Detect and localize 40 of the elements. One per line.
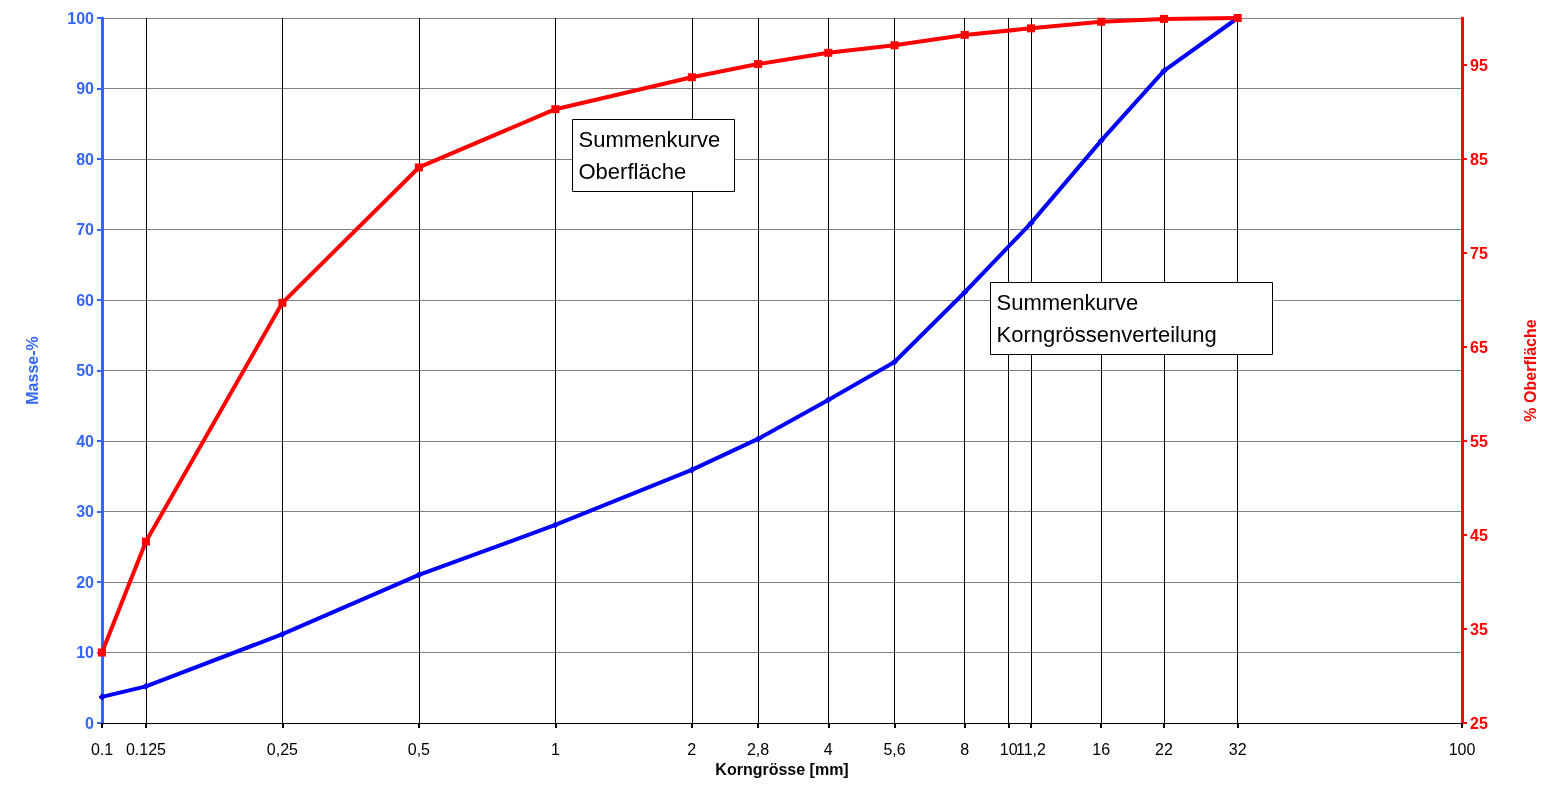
y2-tick-label: 65 [1470,338,1488,356]
y-tick-label: 80 [76,150,95,168]
annotation: Summenkurve Oberfläche [578,127,721,184]
x-tick-label: 1 [550,740,560,758]
y2-tick-label: 35 [1470,620,1488,638]
y2-tick-label: 75 [1470,244,1488,262]
x-tick-label: 11,2 [1016,740,1047,758]
x-tick-label: 0.1 [90,740,114,758]
y2-tick-label: 25 [1470,714,1488,732]
x-tick-label: 0,25 [266,740,299,758]
y-tick-label: 90 [76,80,95,97]
x-tick-label: 10 [999,740,1018,758]
x-tick-label: 22 [1155,740,1173,758]
x-tick-label: 8 [960,740,970,758]
y-tick-label: 70 [76,221,95,238]
y-tick-label: 100 [67,9,95,27]
y2-tick-label: 95 [1470,56,1488,74]
y-tick-label: 10 [76,644,95,661]
y-tick-label: 30 [76,503,95,520]
y-tick-label: 20 [76,573,95,591]
x-tick-label: 100 [1448,740,1476,758]
x-tick-label: 0.125 [125,740,167,758]
x-tick-label: 5,6 [883,740,906,758]
x-tick-label: 16 [1092,740,1111,758]
annotation: Summenkurve Korngrössenverteilung [996,290,1217,347]
y2-tick-label: 45 [1470,526,1488,544]
y2-axis-title: % Oberfläche [1521,319,1539,422]
y-tick-label: 50 [76,362,95,379]
x-tick-label: 2,8 [746,740,770,758]
x-tick-label: 2 [687,740,697,758]
y2-tick-label: 85 [1470,150,1488,168]
y-axis-title: Masse-% [23,336,41,405]
x-axis-title: Korngrösse [mm] [715,761,849,779]
x-tick-label: 0,5 [407,740,431,758]
x-tick-label: 32 [1228,740,1247,758]
x-tick-label: 4 [823,740,833,758]
y-tick-label: 60 [76,291,95,309]
y2-tick-label: 55 [1470,432,1488,450]
y-tick-label: 0 [85,714,95,732]
y-tick-label: 40 [76,432,95,450]
